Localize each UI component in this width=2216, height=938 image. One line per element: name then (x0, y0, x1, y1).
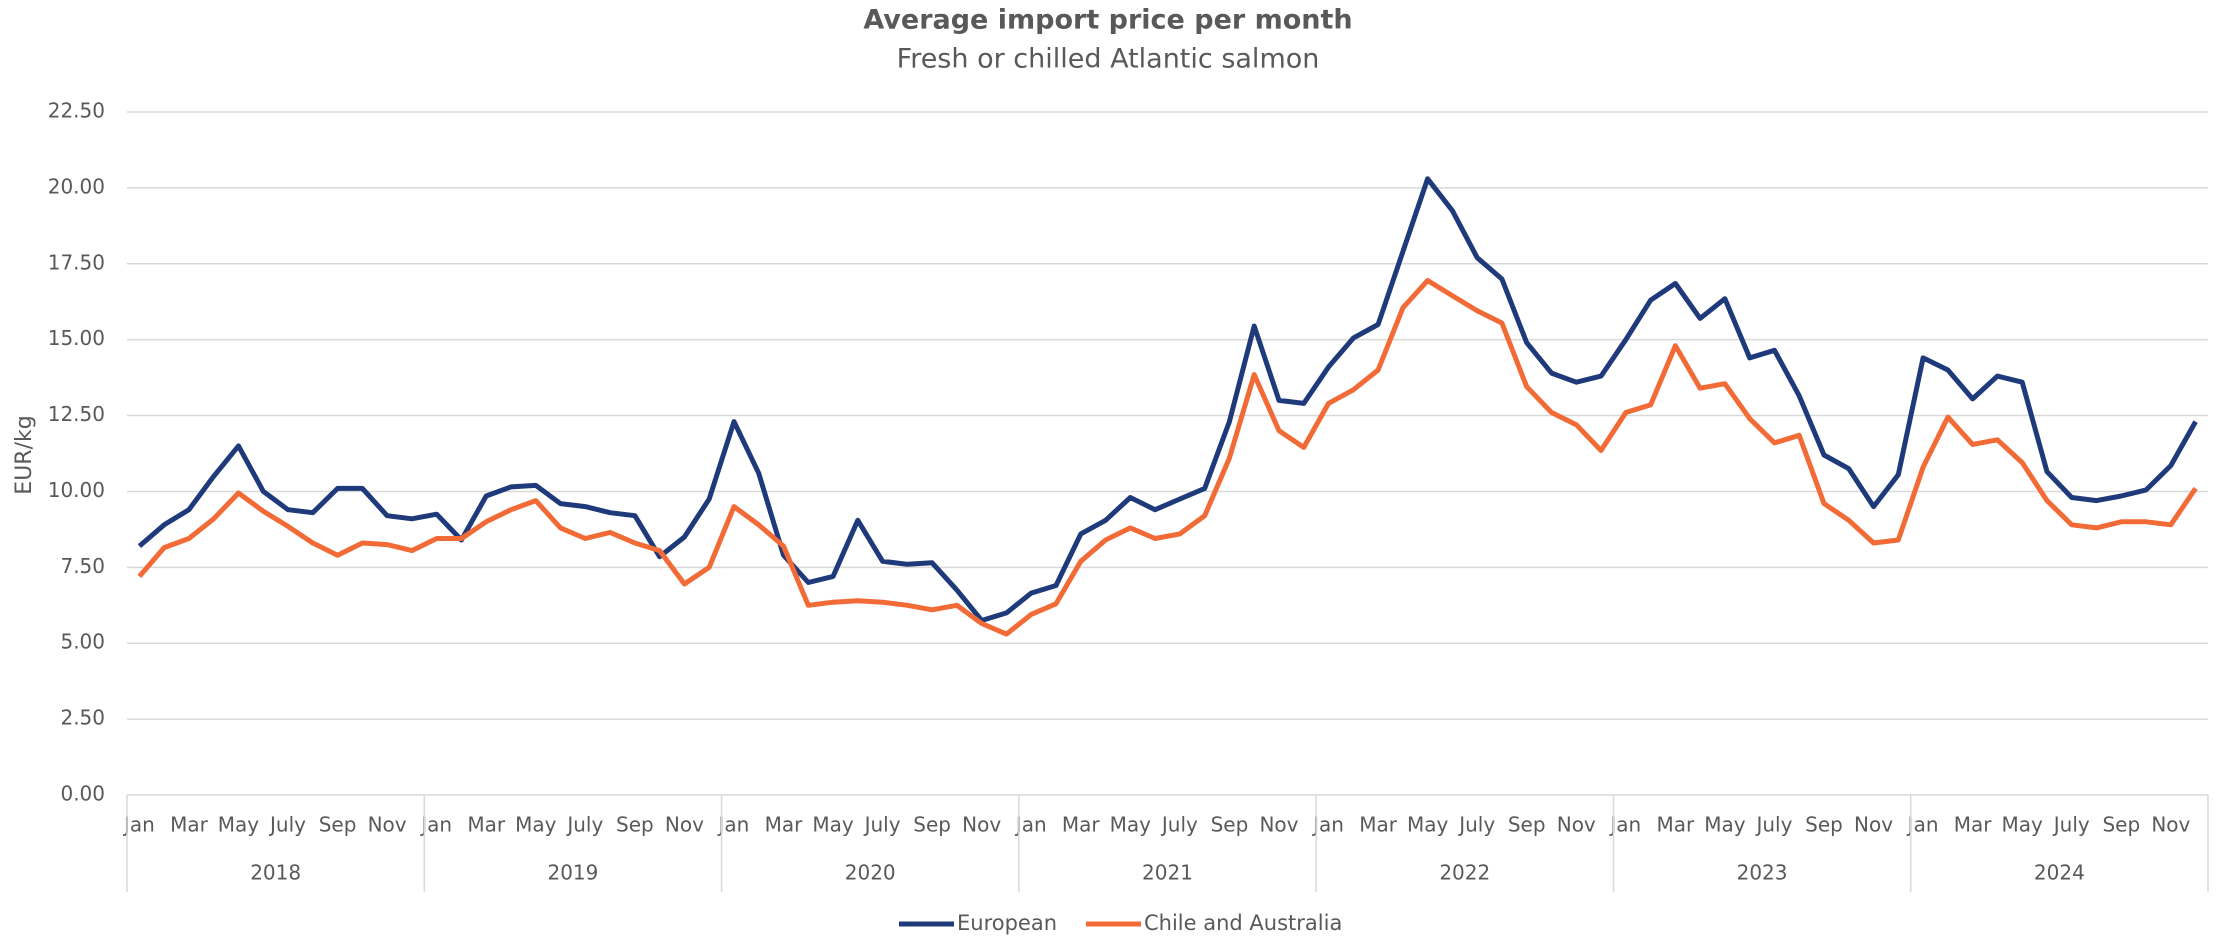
x-tick-label: July (1160, 813, 1198, 837)
x-tick-label: May (1704, 813, 1746, 837)
y-tick-label: 17.50 (48, 250, 105, 274)
x-tick-label: Sep (1508, 813, 1546, 837)
series-line (137, 176, 2198, 623)
y-tick-label: 0.00 (60, 782, 105, 806)
x-tick-label: Mar (1954, 813, 1993, 837)
x-tick-label: May (218, 813, 260, 837)
x-tick-label: Nov (1854, 813, 1893, 837)
x-tick-label: Nov (368, 813, 407, 837)
x-tick-label: Sep (913, 813, 951, 837)
x-tick-label: Mar (467, 813, 506, 837)
legend-label: Chile and Australia (1144, 911, 1342, 935)
y-tick-label: 7.50 (60, 554, 105, 578)
x-tick-label: July (2052, 813, 2090, 837)
y-tick-label: 12.50 (48, 402, 105, 426)
y-tick-label: 15.00 (48, 326, 105, 350)
y-tick-label: 5.00 (60, 630, 105, 654)
chart-subtitle: Fresh or chilled Atlantic salmon (897, 44, 1320, 75)
x-tick-label: Mar (1359, 813, 1398, 837)
x-tick-label: Sep (1805, 813, 1843, 837)
x-tick-label: Mar (1656, 813, 1695, 837)
x-tick-label: May (1407, 813, 1449, 837)
x-tick-label: July (268, 813, 306, 837)
x-tick-label: Mar (1062, 813, 1101, 837)
x-tick-label: Nov (1259, 813, 1298, 837)
year-label: 2024 (2034, 861, 2085, 885)
year-label: 2019 (547, 861, 598, 885)
y-tick-label: 20.00 (48, 174, 105, 198)
x-tick-label: Mar (765, 813, 804, 837)
chart-title: Average import price per month (863, 5, 1352, 36)
x-tick-label: May (515, 813, 557, 837)
series-line (137, 278, 2198, 637)
x-tick-label: Sep (319, 813, 357, 837)
x-tick-label: Nov (1557, 813, 1596, 837)
year-label: 2020 (845, 861, 896, 885)
x-tick-label: May (812, 813, 854, 837)
x-tick-label: Mar (170, 813, 209, 837)
y-tick-label: 2.50 (60, 706, 105, 730)
x-tick-label: Sep (2102, 813, 2140, 837)
x-tick-label: Sep (616, 813, 654, 837)
x-tick-label: July (863, 813, 901, 837)
x-tick-label: Nov (962, 813, 1001, 837)
year-label: 2021 (1142, 861, 1193, 885)
x-tick-label: July (565, 813, 603, 837)
y-tick-label: 22.50 (48, 99, 105, 123)
y-tick-label: 10.00 (48, 478, 105, 502)
x-tick-label: May (2002, 813, 2044, 837)
x-tick-label: Nov (2151, 813, 2190, 837)
year-label: 2022 (1439, 861, 1490, 885)
legend-label: European (957, 911, 1057, 935)
x-tick-label: Nov (665, 813, 704, 837)
year-label: 2023 (1737, 861, 1788, 885)
y-axis-label: EUR/kg (12, 415, 37, 494)
year-label: 2018 (250, 861, 301, 885)
x-tick-label: July (1754, 813, 1792, 837)
x-tick-label: Sep (1211, 813, 1249, 837)
x-tick-label: July (1457, 813, 1495, 837)
x-tick-label: May (1110, 813, 1152, 837)
